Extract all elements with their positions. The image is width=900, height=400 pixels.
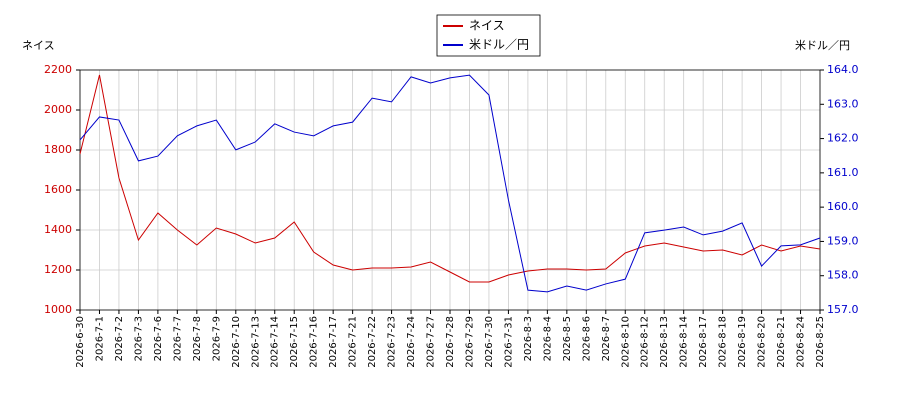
x-tick-label: 2026-8-14 <box>679 316 690 368</box>
x-tick-label: 2026-8-10 <box>620 316 631 368</box>
x-tick-label: 2026-7-3 <box>133 316 144 361</box>
y2-tick-label: 160.0 <box>827 200 859 213</box>
y-tick-label: 1200 <box>44 263 72 276</box>
y-tick-label: 1000 <box>44 303 72 316</box>
x-tick-label: 2026-7-17 <box>328 316 339 368</box>
y2-tick-label: 158.0 <box>827 269 859 282</box>
x-tick-label: 2026-8-24 <box>796 316 807 368</box>
plot-frame <box>79 69 821 311</box>
x-tick-label: 2026-8-20 <box>757 316 768 368</box>
y-tick-label: 2200 <box>44 63 72 76</box>
x-tick-label: 2026-7-8 <box>192 316 203 361</box>
x-tick-label: 2026-7-9 <box>211 316 222 361</box>
legend-box <box>436 14 541 57</box>
x-tick-label: 2026-7-16 <box>309 316 320 368</box>
x-tick-label: 2026-7-30 <box>484 316 495 368</box>
y-tick-label: 2000 <box>44 103 72 116</box>
x-tick-label: 2026-7-23 <box>387 316 398 368</box>
x-tick-label: 2026-8-4 <box>542 316 553 361</box>
x-tick-label: 2026-7-27 <box>426 316 437 368</box>
y2-tick-label: 161.0 <box>827 166 859 179</box>
x-tick-label: 2026-7-24 <box>406 316 417 368</box>
y2-tick-label: 164.0 <box>827 63 859 76</box>
legend-label: 米ドル／円 <box>469 38 529 52</box>
x-tick-label: 2026-8-25 <box>815 316 826 368</box>
x-tick-label: 2026-7-15 <box>289 316 300 368</box>
x-tick-label: 2026-7-6 <box>153 316 164 361</box>
x-tick-label: 2026-7-1 <box>94 316 105 361</box>
y-tick-label: 1600 <box>44 183 72 196</box>
x-tick-label: 2026-7-13 <box>250 316 261 368</box>
x-tick-label: 2026-8-6 <box>581 316 592 361</box>
y-axis-label: ネイス <box>22 39 55 52</box>
x-tick-label: 2026-8-21 <box>776 316 787 368</box>
x-tick-label: 2026-7-2 <box>114 316 125 361</box>
x-tick-label: 2026-8-5 <box>562 316 573 361</box>
y2-tick-label: 159.0 <box>827 234 859 247</box>
x-tick-label: 2026-6-30 <box>75 316 86 368</box>
y-tick-label: 1800 <box>44 143 72 156</box>
x-tick-label: 2026-7-14 <box>270 316 281 368</box>
x-tick-label: 2026-7-22 <box>367 316 378 368</box>
y2-axis-label: 米ドル／円 <box>795 39 850 52</box>
x-tick-label: 2026-7-7 <box>172 316 183 361</box>
x-tick-label: 2026-7-28 <box>445 316 456 368</box>
series-line <box>79 74 821 293</box>
x-tick-label: 2026-8-13 <box>659 316 670 368</box>
x-tick-label: 2026-7-10 <box>231 316 242 368</box>
x-tick-label: 2026-8-3 <box>523 316 534 361</box>
x-tick-label: 2026-8-19 <box>737 316 748 368</box>
x-tick-label: 2026-8-12 <box>640 316 651 368</box>
y2-tick-label: 162.0 <box>827 132 859 145</box>
y2-tick-label: 163.0 <box>827 97 859 110</box>
x-tick-label: 2026-7-21 <box>348 316 359 368</box>
x-tick-label: 2026-8-18 <box>718 316 729 368</box>
x-tick-label: 2026-7-31 <box>503 316 514 368</box>
series-line <box>79 74 821 283</box>
x-tick-label: 2026-7-29 <box>464 316 475 368</box>
y2-tick-label: 157.0 <box>827 303 859 316</box>
legend-label: ネイス <box>469 19 505 33</box>
x-tick-label: 2026-8-7 <box>601 316 612 361</box>
y-tick-label: 1400 <box>44 223 72 236</box>
x-tick-label: 2026-8-17 <box>698 316 709 368</box>
